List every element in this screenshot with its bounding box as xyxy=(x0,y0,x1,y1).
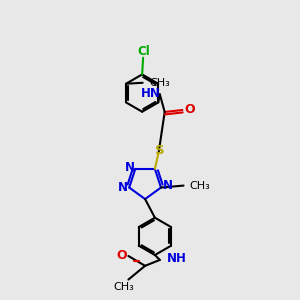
Text: O: O xyxy=(184,103,195,116)
Text: S: S xyxy=(155,144,165,157)
Text: N: N xyxy=(118,181,128,194)
Text: N: N xyxy=(163,179,173,192)
Text: CH₃: CH₃ xyxy=(113,281,134,292)
Text: CH₃: CH₃ xyxy=(150,78,170,88)
Text: HN: HN xyxy=(141,87,161,100)
Text: Cl: Cl xyxy=(138,45,151,58)
Text: NH: NH xyxy=(167,252,187,266)
Text: CH₃: CH₃ xyxy=(189,181,210,190)
Text: O: O xyxy=(116,248,127,262)
Text: N: N xyxy=(124,161,134,174)
